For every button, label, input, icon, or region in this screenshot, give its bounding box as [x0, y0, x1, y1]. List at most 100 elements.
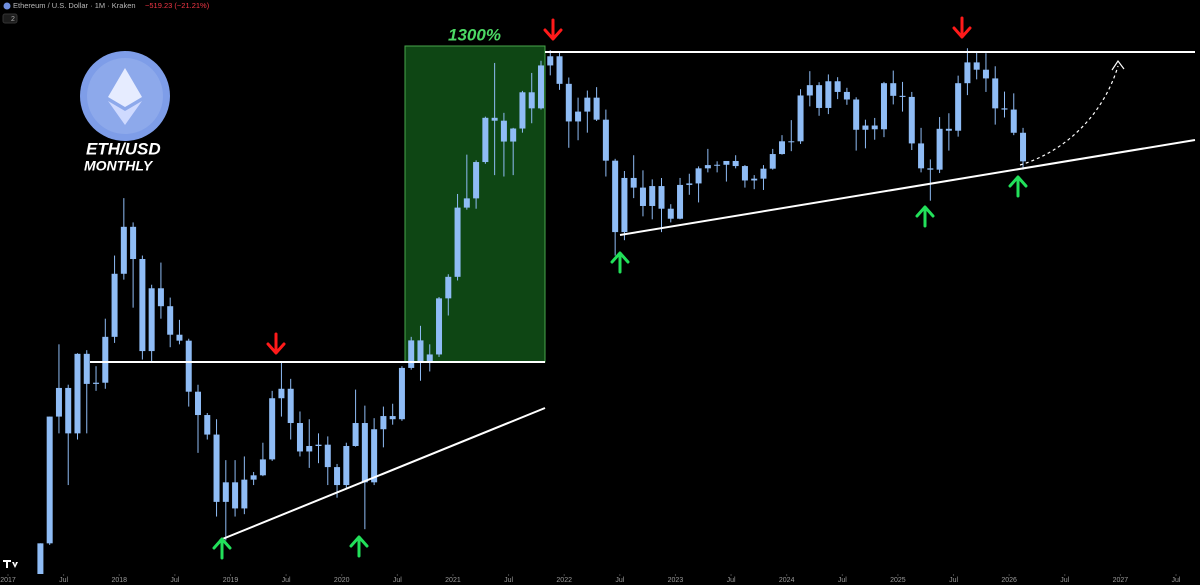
candle-body — [176, 334, 183, 341]
candle-body — [714, 164, 721, 166]
tv-logo — [3, 560, 18, 568]
candle-body — [862, 125, 869, 130]
candle-body — [880, 83, 887, 130]
trend-lines — [90, 51, 1196, 541]
candle-body — [408, 340, 415, 368]
candle-body — [269, 398, 276, 460]
candle-body — [222, 482, 229, 502]
candle-body — [306, 446, 313, 452]
candle-body — [806, 85, 813, 96]
annotation: 1300% — [448, 25, 501, 44]
candle-body — [612, 160, 619, 233]
candle-body — [658, 186, 665, 209]
candle-body — [148, 288, 155, 352]
x-tick-label: Jul — [615, 577, 624, 584]
x-tick-label: Jul — [59, 577, 68, 584]
candle-body — [565, 83, 572, 122]
x-tick-label: Jul — [838, 577, 847, 584]
x-tick-label: 2026 — [1001, 577, 1017, 584]
candle-body — [232, 482, 239, 509]
candle-body — [37, 543, 44, 574]
candle-body — [918, 143, 925, 169]
candle-body — [352, 423, 359, 447]
candle-body — [389, 416, 396, 420]
pane-button[interactable] — [2, 13, 18, 24]
candle-body — [649, 186, 656, 206]
candle-body — [445, 276, 452, 299]
candle-body — [927, 168, 934, 170]
symbol-icon — [3, 2, 11, 10]
candle-body — [398, 367, 405, 420]
candle-body — [278, 388, 285, 399]
x-tick-label: 2021 — [445, 577, 461, 584]
candle-body — [454, 207, 461, 277]
arrows — [212, 16, 1028, 560]
chart-title: Ethereum / U.S. Dollar · 1M · Kraken — [13, 1, 136, 10]
candle-body — [982, 69, 989, 79]
x-tick-label: 2027 — [1113, 577, 1129, 584]
x-tick-label: Jul — [949, 577, 958, 584]
annotation: ETH/USD — [86, 139, 161, 158]
candle-body — [723, 160, 730, 165]
x-tick-label: 2020 — [334, 577, 350, 584]
eth-logo — [80, 51, 170, 141]
candle-body — [1001, 108, 1008, 110]
candle-body — [686, 183, 693, 185]
red-arrow — [543, 18, 563, 41]
x-tick-label: 2025 — [890, 577, 906, 584]
candle-body — [491, 117, 498, 121]
candle-body — [426, 354, 433, 363]
candle-body — [343, 446, 350, 486]
candle-body — [788, 141, 795, 143]
x-tick-label: 2018 — [111, 577, 127, 584]
candle-body — [65, 387, 72, 434]
candle-body — [473, 162, 480, 199]
candle-body — [769, 154, 776, 169]
candle-body — [741, 166, 748, 181]
candle-body — [973, 62, 980, 70]
candle-body — [463, 198, 470, 208]
annotation: MONTHLY — [84, 158, 154, 174]
red-arrow — [952, 16, 972, 39]
x-tick-label: 2024 — [779, 577, 795, 584]
candle-body — [436, 298, 443, 355]
candle-body — [111, 273, 118, 337]
pane-badge: 2 — [11, 16, 15, 23]
candle-body — [296, 423, 303, 452]
candle-body — [259, 459, 266, 476]
candle-body — [556, 56, 563, 84]
candle-body — [667, 208, 674, 219]
x-tick-label: Jul — [393, 577, 402, 584]
candle-body — [797, 95, 804, 142]
candle-body — [528, 92, 535, 109]
candle-body — [371, 429, 378, 483]
candle-body — [732, 160, 739, 167]
candle-body — [361, 423, 368, 483]
x-tick-label: 2017 — [0, 577, 16, 584]
candle-body — [816, 85, 823, 108]
x-tick-label: Jul — [504, 577, 513, 584]
candle-body — [195, 391, 201, 416]
candle-body — [102, 336, 109, 383]
green-arrow — [610, 251, 630, 274]
projection-path — [1019, 65, 1119, 166]
candle-body — [630, 177, 637, 188]
x-tick-label: Jul — [1172, 577, 1181, 584]
candle-body — [157, 288, 164, 307]
change-label: −519.23 (−21.21%) — [145, 1, 210, 10]
green-arrow — [349, 535, 369, 558]
candle-body — [695, 168, 702, 184]
candle-body — [510, 128, 517, 142]
candle-body — [185, 340, 192, 392]
candle-body — [704, 165, 711, 169]
candle-body — [871, 125, 878, 130]
candle-body — [287, 388, 294, 424]
green-arrow — [1008, 175, 1028, 198]
candle-body — [945, 128, 952, 131]
candle-body — [899, 95, 906, 97]
x-axis: 2017 Jul 2018 Jul 2019 Jul 2020 Jul 2021 Jul 2022 J… — [0, 574, 1181, 584]
candle-body — [843, 91, 850, 100]
candles — [37, 48, 1027, 574]
candle-body — [537, 65, 544, 109]
